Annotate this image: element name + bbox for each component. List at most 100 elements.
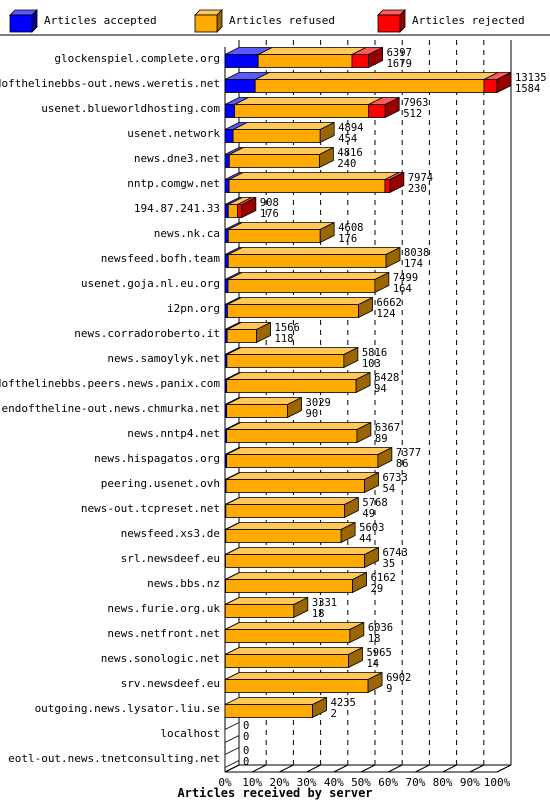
bar-accepted (224, 204, 229, 218)
bar-refused-top (227, 272, 390, 280)
server-label: news-out.tcpreset.net (81, 502, 220, 515)
bar-refused-top (234, 97, 383, 105)
bar-refused (257, 54, 353, 68)
bar-refused-top (225, 572, 367, 580)
bar-accepted (224, 79, 256, 93)
bar-refused (232, 129, 321, 143)
bar-refused-top (225, 622, 365, 630)
x-tick-label: 80% (433, 776, 453, 789)
bar-end-face (384, 96, 400, 119)
floor-right-edge (496, 764, 512, 773)
bar-end-face (318, 146, 334, 169)
server-label: localhost (160, 727, 220, 740)
total-label: 3029 (306, 397, 331, 409)
server-label: news.nntp4.net (127, 427, 220, 440)
accepted-label: 1584 (515, 83, 540, 95)
total-label: 908 (260, 197, 279, 209)
bar-refused (228, 179, 386, 193)
server-label: srl.newsdeef.eu (121, 552, 220, 565)
total-label: 6662 (377, 297, 402, 309)
accepted-label: 174 (404, 258, 423, 270)
bar-refused (226, 354, 345, 368)
accepted-label: 1679 (387, 58, 412, 70)
bar-refused-top (226, 447, 393, 455)
accepted-label: 0 (243, 731, 249, 743)
total-label: 6733 (383, 472, 408, 484)
bar-refused-top (258, 47, 367, 55)
total-label: 4894 (338, 122, 363, 134)
total-label: 4816 (337, 147, 362, 159)
bar-refused (234, 104, 370, 118)
legend-swatch (9, 14, 33, 33)
bar-end-face (367, 671, 383, 694)
bar-refused (226, 379, 357, 393)
total-label: 6743 (383, 547, 408, 559)
total-label: 5965 (366, 647, 391, 659)
floor-tick (415, 764, 430, 773)
legend-label: Articles accepted (44, 14, 157, 27)
bar-end-face (312, 696, 327, 719)
total-label: 0 (243, 720, 249, 732)
x-axis-label: Articles received by server (177, 786, 372, 800)
bar-rejected (384, 179, 391, 193)
bar-refused (224, 604, 295, 618)
server-label: news.samoylyk.net (107, 352, 220, 365)
floor-tick (279, 764, 294, 773)
floor-tick (469, 764, 485, 773)
server-label: usenet.goja.nl.eu.org (81, 277, 220, 290)
accepted-label: 176 (338, 233, 357, 245)
server-label: endofthelinebbs.peers.news.panix.com (0, 377, 220, 390)
bar-refused (227, 304, 359, 318)
bar-refused-top (228, 172, 400, 180)
server-label: newsfeed.xs3.de (121, 527, 220, 540)
x-tick-label: 100% (484, 776, 511, 789)
bar-end-face (368, 46, 384, 69)
server-label: i2pn.org (167, 302, 220, 315)
floor-tick (387, 764, 403, 773)
bar-refused-top (226, 347, 359, 355)
bar-end-face (344, 496, 359, 519)
server-label: news.corradoroberto.it (74, 327, 220, 340)
accepted-label: 14 (366, 658, 379, 670)
total-label: 7377 (396, 447, 421, 459)
server-label: usenet.network (127, 127, 220, 140)
legend-label: Articles refused (229, 14, 335, 27)
bar-refused (254, 79, 485, 93)
accepted-label: 49 (362, 508, 375, 520)
bar-end-face (241, 196, 257, 219)
bar-accepted (224, 129, 234, 143)
bar-accepted (224, 54, 259, 68)
total-label: 5603 (359, 522, 384, 534)
total-label: 5768 (362, 497, 387, 509)
x-tick-label: 50% (351, 776, 371, 789)
bar-rejected (368, 104, 386, 118)
accepted-label: 35 (383, 558, 396, 570)
bar-refused-top (225, 547, 379, 555)
accepted-label: 230 (408, 183, 427, 195)
accepted-label: 118 (275, 333, 294, 345)
bar-end-face (256, 321, 271, 344)
total-label: 1566 (275, 322, 300, 334)
floor-tick (442, 764, 457, 773)
bar-end-face (348, 646, 363, 669)
bar-refused-top (225, 472, 379, 480)
accepted-label: 103 (362, 358, 381, 370)
server-label: eotl-out.news.tnetconsulting.net (8, 752, 220, 765)
server-label: endofthelinebbs-out.news.weretis.net (0, 77, 220, 90)
bar-refused (226, 429, 358, 443)
accepted-label: 18 (368, 633, 381, 645)
total-label: 4608 (338, 222, 363, 234)
server-label: news.nk.ca (154, 227, 220, 240)
floor-left-edge (224, 764, 240, 773)
accepted-label: 90 (306, 408, 319, 420)
bar-refused (225, 479, 365, 493)
bar-refused-top (226, 372, 371, 380)
bar-end-face (293, 596, 309, 619)
accepted-label: 29 (371, 583, 384, 595)
server-label: newsfeed.bofh.team (101, 252, 221, 265)
bar-refused (227, 229, 321, 243)
bar-end-face (319, 221, 335, 244)
bar-accepted (224, 254, 229, 268)
